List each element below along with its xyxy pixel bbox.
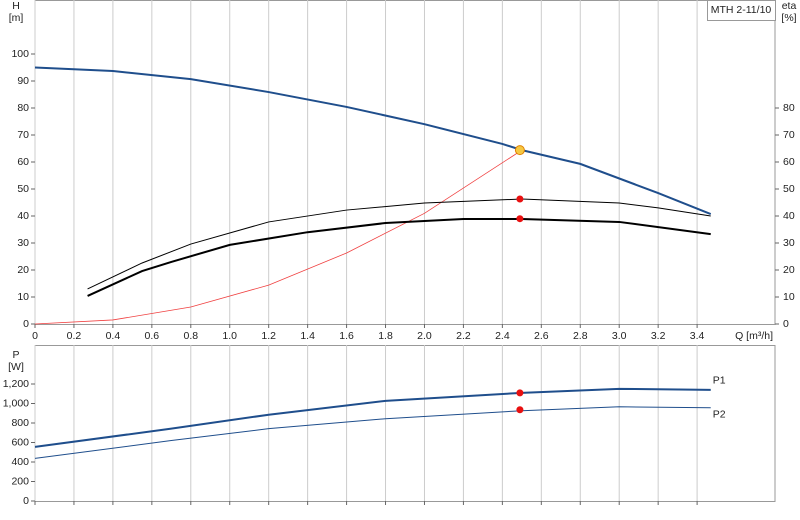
y-tick-label: 400: [11, 456, 29, 468]
x-tick-label: 0.4: [106, 330, 121, 342]
x-tick-label: 3.4: [690, 330, 705, 342]
operating-point: [516, 389, 524, 397]
y-axis-label: [W]: [8, 361, 24, 373]
operating-point: [516, 195, 524, 203]
y-tick-label: 90: [17, 75, 29, 87]
x-tick-label: 2.2: [456, 330, 471, 342]
y-tick-label: 1,200: [3, 378, 29, 390]
y-tick-label: 0: [23, 495, 29, 507]
y-tick-label: 100: [11, 48, 29, 60]
y-tick-label: 50: [17, 183, 29, 195]
y-axis-label: [m]: [9, 12, 24, 24]
y2-tick-label: 10: [783, 291, 795, 303]
y2-tick-label: 0: [783, 318, 789, 330]
curve: [34, 387, 711, 448]
x-tick-label: 0: [32, 330, 38, 342]
x-tick-label: 1.6: [339, 330, 354, 342]
y-tick-label: 0: [23, 318, 29, 330]
x-tick-label: 1.4: [300, 330, 315, 342]
curve-label: P2: [713, 409, 726, 421]
y2-tick-label: 30: [783, 237, 795, 249]
x-tick-label: 3.2: [651, 330, 666, 342]
curve: [87, 217, 711, 297]
curve: [87, 198, 711, 290]
plot-frame: [34, 0, 776, 325]
x-tick-label: 2.6: [534, 330, 549, 342]
chart-title: MTH 2-11/10: [711, 4, 772, 16]
operating-point: [516, 215, 524, 223]
x-tick-label: 0.8: [183, 330, 198, 342]
y2-axis-label: eta: [782, 0, 797, 12]
y-tick-label: 60: [17, 156, 29, 168]
y-tick-label: 600: [11, 436, 29, 448]
curve-label: P1: [713, 375, 726, 387]
y-tick-label: 800: [11, 417, 29, 429]
y2-tick-label: 20: [783, 264, 795, 276]
x-axis-label: Q [m³/h]: [735, 330, 773, 342]
x-tick-label: 2.4: [495, 330, 510, 342]
y2-tick-label: 70: [783, 129, 795, 141]
operating-point: [514, 145, 525, 156]
x-tick-label: 0.6: [145, 330, 160, 342]
x-tick-label: 2.8: [573, 330, 588, 342]
y2-axis-label: [%]: [781, 12, 796, 24]
y-axis-label: P: [12, 349, 19, 361]
y-tick-label: 200: [11, 475, 29, 487]
y2-tick-label: 60: [783, 156, 795, 168]
y-tick-label: 40: [17, 210, 29, 222]
x-tick-label: 1.0: [222, 330, 237, 342]
x-tick-label: 0.2: [67, 330, 82, 342]
x-tick-label: 3.0: [612, 330, 627, 342]
y2-tick-label: 40: [783, 210, 795, 222]
operating-point: [516, 406, 524, 414]
y-tick-label: 20: [17, 264, 29, 276]
curve: [34, 66, 712, 216]
title-box: [707, 0, 776, 21]
y-tick-label: 10: [17, 291, 29, 303]
y-tick-label: 1,000: [3, 397, 29, 409]
plot-frame: [34, 345, 776, 502]
y2-tick-label: 50: [783, 183, 795, 195]
y2-tick-label: 80: [783, 102, 795, 114]
x-tick-label: 1.8: [378, 330, 393, 342]
x-tick-label: 2.0: [417, 330, 432, 342]
y-axis-label: H: [12, 0, 20, 12]
y-tick-label: 80: [17, 102, 29, 114]
x-tick-label: 1.2: [261, 330, 276, 342]
curve: [34, 406, 711, 459]
y-tick-label: 30: [17, 237, 29, 249]
y-tick-label: 70: [17, 129, 29, 141]
curve: [34, 149, 523, 325]
